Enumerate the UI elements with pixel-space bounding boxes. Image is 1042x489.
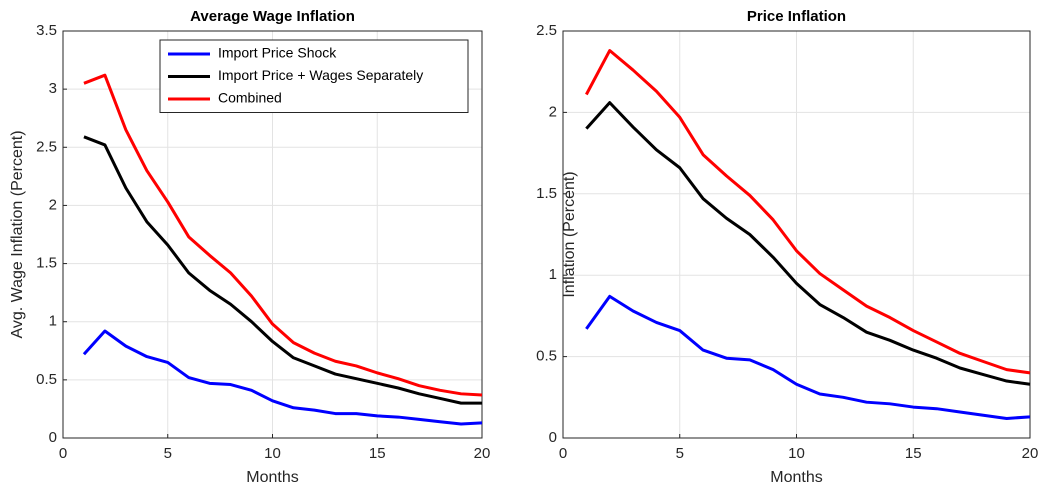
x-tick-label: 10: [264, 445, 281, 462]
y-tick-label: 2.5: [536, 22, 557, 39]
series-line: [82, 329, 483, 426]
y-tick-label: 2: [49, 196, 57, 213]
series-line: [585, 294, 1031, 420]
legend-label: Import Price + Wages Separately: [218, 67, 423, 83]
y-tick-label: 2.5: [36, 138, 57, 155]
x-axis-label: Months: [246, 469, 298, 486]
x-tick-label: 5: [676, 445, 684, 462]
series-line: [83, 135, 482, 405]
x-axis-label: Months: [770, 469, 822, 486]
x-tick-label: 20: [474, 445, 491, 462]
y-tick-label: 1.5: [36, 255, 57, 272]
plot-frame: [62, 30, 483, 439]
series-line: [83, 73, 483, 397]
y-tick-label: 3: [49, 80, 57, 97]
y-axis-label: Avg. Wage Inflation (Percent): [9, 130, 26, 338]
y-tick-label: 0.5: [36, 371, 57, 388]
plot-frame: [562, 30, 1031, 439]
x-tick-label: 20: [1022, 445, 1039, 462]
chart-title: Average Wage Inflation: [190, 8, 355, 25]
x-tick-label: 0: [559, 445, 567, 462]
chart-title: Price Inflation: [747, 8, 846, 25]
series-line: [585, 49, 1031, 375]
legend-label: Import Price Shock: [218, 45, 337, 61]
y-tick-label: 1: [49, 313, 57, 330]
y-tick-label: 0.5: [536, 348, 557, 365]
y-tick-label: 0: [549, 429, 557, 446]
legend-label: Combined: [218, 90, 282, 106]
series-line: [585, 101, 1031, 386]
y-tick-label: 1: [549, 266, 557, 283]
x-tick-label: 0: [59, 445, 67, 462]
x-tick-label: 15: [905, 445, 922, 462]
y-tick-label: 0: [49, 429, 57, 446]
y-tick-label: 2: [549, 103, 557, 120]
y-axis-label: Inflation (Percent): [561, 171, 578, 297]
x-tick-label: 10: [788, 445, 805, 462]
legend-box: [159, 39, 469, 113]
y-tick-label: 1.5: [536, 185, 557, 202]
y-tick-label: 3.5: [36, 22, 57, 39]
x-tick-label: 5: [164, 445, 172, 462]
x-tick-label: 15: [369, 445, 386, 462]
